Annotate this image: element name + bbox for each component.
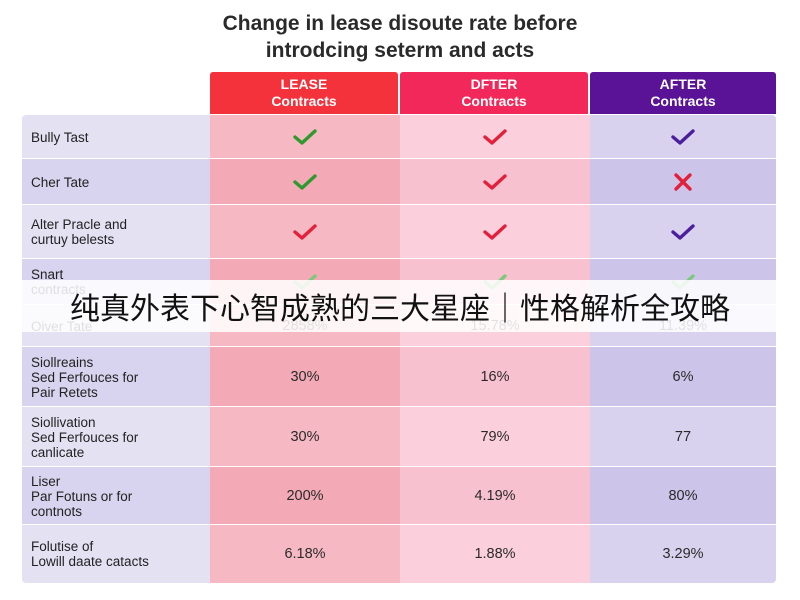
cell-value-label: 1.88% (474, 546, 516, 562)
cell-value-label: 77 (674, 429, 692, 445)
cell-value-label: 79% (480, 429, 510, 445)
column-header-dfter: DFTER Contracts (400, 72, 588, 114)
check-icon (483, 174, 507, 190)
table-cell-value: 77 (590, 407, 776, 467)
cell-value-label: 6% (672, 369, 694, 385)
column-header-lease-line-1: LEASE (280, 76, 328, 92)
row-label-line: Liser (31, 473, 61, 489)
table-cell-value: 4.19% (400, 467, 590, 525)
table-cell-mark (210, 159, 400, 205)
column-header-lease: LEASE Contracts (210, 72, 398, 114)
table-row: Cher Tate (22, 159, 776, 205)
row-label: Siollivation Sed Ferfouces for canlicate (22, 407, 210, 467)
row-label-line: Par Fotuns or for (31, 488, 133, 504)
cell-value-label: 6.18% (284, 546, 326, 562)
row-label-line: Sed Ferfouces for (31, 429, 139, 445)
overlay-caption: 纯真外表下心智成熟的三大星座｜性格解析全攻略 (0, 280, 800, 332)
row-label-line: Folutise of (31, 539, 94, 554)
cell-value-label: 80% (668, 488, 698, 504)
row-label: Alter Pracle and curtuy belests (22, 205, 210, 259)
check-icon (483, 224, 507, 240)
row-label-line: Siollreains (31, 354, 94, 370)
table-cell-value: 80% (590, 467, 776, 525)
table-cell-mark (210, 205, 400, 259)
row-label-line: Alter Pracle and (31, 217, 128, 232)
row-label-line: Siollivation (31, 414, 96, 430)
check-icon (293, 129, 317, 145)
row-label-line: Lowill daate catacts (31, 554, 149, 569)
table-cell-value: 79% (400, 407, 590, 467)
cell-value-label: 4.19% (474, 488, 516, 504)
table-cell-mark (400, 159, 590, 205)
cell-value-label: 30% (290, 369, 320, 385)
table-cell-value: 30% (210, 407, 400, 467)
row-label: Siollreains Sed Ferfouces for Pair Retets (22, 347, 210, 407)
row-label-line: Snart (31, 267, 64, 282)
table-cell-value: 16% (400, 347, 590, 407)
table-cell-mark (590, 159, 776, 205)
row-label-line: contnots (31, 503, 83, 519)
row-label: Folutise of Lowill daate catacts (22, 525, 210, 583)
chart-title-line-1: Change in lease disoute rate before (222, 12, 578, 35)
row-label-line: Pair Retets (31, 384, 98, 400)
table-cell-value: 30% (210, 347, 400, 407)
row-label-line: Sed Ferfouces for (31, 369, 139, 385)
row-label: Liser Par Fotuns or for contnots (22, 467, 210, 525)
column-header-after: AFTER Contracts (590, 72, 776, 114)
row-label: Cher Tate (22, 159, 210, 205)
cell-value-label: 16% (480, 369, 510, 385)
table-cell-mark (590, 115, 776, 159)
check-icon (293, 174, 317, 190)
column-header-after-line-1: AFTER (659, 76, 707, 92)
table-cell-value: 200% (210, 467, 400, 525)
column-header-dfter-line-2: Contracts (461, 93, 527, 109)
row-label-line: curtuy belests (31, 232, 115, 247)
column-header-after-line-2: Contracts (650, 93, 716, 109)
table-row: Folutise of Lowill daate catacts 6.18% 1.88… (22, 525, 776, 583)
table-row: Liser Par Fotuns or for contnots 200% 4.19% 8… (22, 467, 776, 525)
comparison-table: Bully Tast Cher Tate Alter Pracle and curtu… (22, 115, 776, 583)
row-label-line: Bully Tast (31, 129, 89, 145)
chart-title-line-2: introdcing seterm and acts (265, 39, 535, 62)
column-header-lease-line-2: Contracts (271, 93, 337, 109)
cell-value-label: 3.29% (662, 546, 704, 562)
table-row: Siollivation Sed Ferfouces for canlicate 30… (22, 407, 776, 467)
table-cell-value: 1.88% (400, 525, 590, 583)
row-label-line: canlicate (31, 444, 85, 460)
check-icon (671, 224, 695, 240)
check-icon (483, 129, 507, 145)
chart-title: Change in lease disoute rate before intr… (0, 10, 800, 64)
row-label: Bully Tast (22, 115, 210, 159)
table-cell-value: 6.18% (210, 525, 400, 583)
table-row: Bully Tast (22, 115, 776, 159)
table-row: Siollreains Sed Ferfouces for Pair Retets 3… (22, 347, 776, 407)
column-header-dfter-line-1: DFTER (470, 76, 518, 92)
table-row: Alter Pracle and curtuy belests (22, 205, 776, 259)
table-cell-mark (590, 205, 776, 259)
cell-value-label: 30% (290, 429, 320, 445)
table-cell-value: 6% (590, 347, 776, 407)
table-cell-mark (400, 205, 590, 259)
check-icon (671, 129, 695, 145)
check-icon (293, 224, 317, 240)
table-cell-mark (400, 115, 590, 159)
table-cell-value: 3.29% (590, 525, 776, 583)
table-cell-mark (210, 115, 400, 159)
row-label-line: Cher Tate (31, 174, 90, 190)
cross-icon (674, 173, 692, 191)
cell-value-label: 200% (286, 488, 324, 504)
